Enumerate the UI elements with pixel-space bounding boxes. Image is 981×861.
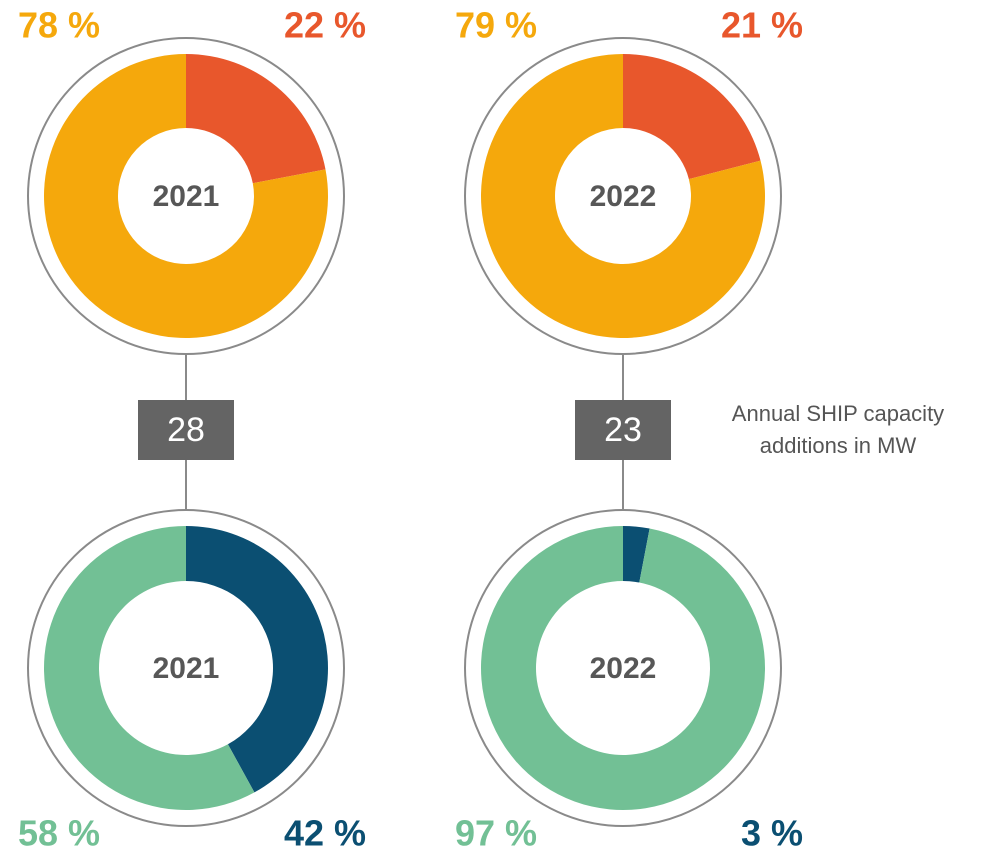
donut-slice — [623, 526, 650, 583]
donut-slice — [44, 526, 255, 810]
center-label: 2021 — [153, 652, 220, 685]
center-label: 2021 — [153, 180, 220, 213]
value-box — [575, 400, 671, 460]
value-label: 21 % — [721, 5, 803, 46]
value-label: 42 % — [284, 813, 366, 854]
donut-slice — [623, 54, 761, 180]
annotation: additions in MW — [760, 433, 917, 458]
value-label: 3 % — [741, 813, 803, 854]
value-label: 58 % — [18, 813, 100, 854]
box-value: 28 — [167, 411, 205, 449]
box-value: 23 — [604, 411, 642, 449]
value-box — [138, 400, 234, 460]
center-label: 2022 — [590, 652, 657, 685]
donut-slice — [481, 526, 766, 810]
center-label: 2022 — [590, 180, 657, 213]
donut-slice — [43, 54, 328, 338]
value-label: 78 % — [18, 5, 100, 46]
value-label: 79 % — [455, 5, 537, 46]
value-label: 22 % — [284, 5, 366, 46]
value-label: 97 % — [455, 813, 537, 854]
donut-slice — [186, 526, 329, 793]
donut-slice — [480, 54, 765, 338]
annotation: Annual SHIP capacity — [732, 401, 944, 426]
donut-slice — [186, 54, 326, 184]
